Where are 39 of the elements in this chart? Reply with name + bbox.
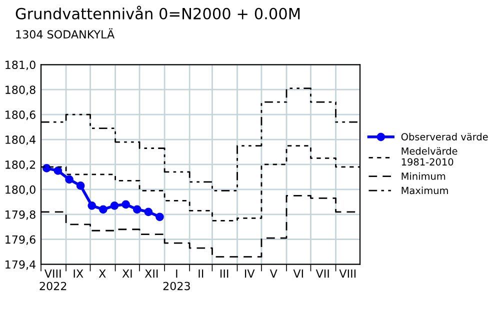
x-tick-label: IV: [245, 270, 255, 278]
point: [99, 205, 108, 214]
point: [110, 201, 119, 210]
y-tick-label: 180,0: [6, 185, 36, 195]
y-tick-label: 180,4: [6, 135, 36, 146]
legend-label: Observerad värde: [401, 132, 488, 140]
x-tick-label: X: [98, 270, 106, 278]
y-tick-label: 179,4: [6, 260, 36, 270]
y-tick-label: 180,8: [6, 86, 36, 96]
y-tick-label: 180,2: [6, 160, 36, 170]
point: [156, 212, 164, 222]
chart-title: Grundvattennivån 0=N2000 + 0.00M: [16, 6, 300, 20]
x-tick-label: VI: [293, 270, 303, 278]
x-tick-label: VIII 2022: [40, 270, 66, 290]
legend-label: Medelvärde 1981-2010: [402, 147, 458, 166]
y-tick-label: 179,6: [6, 235, 36, 245]
x-tick-label: II: [198, 270, 204, 278]
x-tick-label: I 2023: [163, 270, 190, 290]
legend-label: Minimum: [402, 172, 446, 180]
y-tick-label: 180,6: [6, 110, 36, 120]
point: [122, 200, 130, 209]
point: [42, 164, 51, 172]
point: [76, 182, 85, 190]
x-tick-label: III: [220, 270, 228, 278]
point: [65, 175, 74, 184]
y-tick-label: 181,0: [6, 60, 36, 70]
x-tick-label: VII: [316, 270, 329, 278]
chart-subtitle: 1304 SODANKYLÄ: [16, 28, 114, 39]
x-tick-label: IX: [74, 270, 84, 278]
x-tick-label: XI: [122, 270, 132, 278]
point: [132, 205, 142, 214]
point: [88, 201, 96, 210]
x-tick-label: VIII: [339, 270, 356, 278]
point: [144, 208, 153, 216]
point: [54, 166, 62, 175]
x-tick-label: V: [270, 270, 278, 278]
x-tick-label: XII: [144, 270, 158, 278]
y-tick-label: 179,8: [6, 210, 36, 220]
legend-label: Maximum: [402, 186, 448, 194]
